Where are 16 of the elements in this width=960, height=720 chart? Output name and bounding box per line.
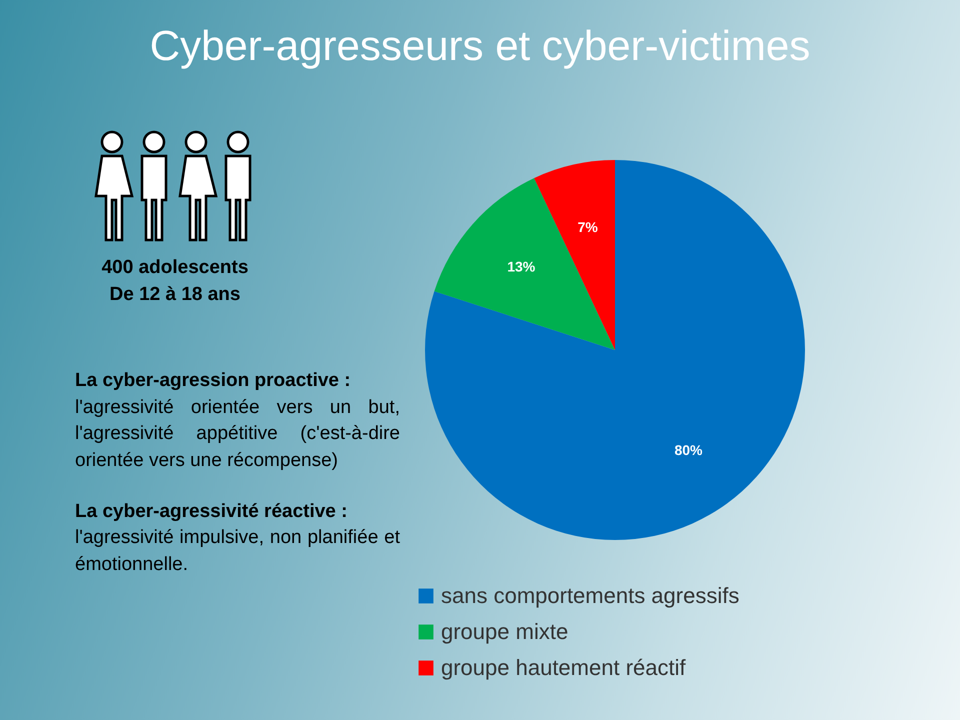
legend-label: groupe hautement réactif [441, 655, 686, 680]
text: 400 adolescents [100, 256, 250, 280]
text: La cyber-agression proactive : [75, 369, 352, 394]
data-label: 80% [674, 442, 704, 458]
pie-slice [425, 160, 805, 540]
pie-slice [434, 178, 615, 350]
data-label: 13% [507, 258, 536, 274]
data-label: 7% [578, 219, 598, 236]
pie-slice [534, 160, 615, 350]
legend-label: sans comportements agressifs [441, 583, 740, 608]
text: l'agressivité orientée vers un but, l'agressivité appétitive (c'est-à-dire orientée vers une récompense) [75, 396, 400, 473]
text: l'agressivité impulsive, non planifiée et émotionnelle. [75, 526, 400, 577]
legend-label: groupe mixte [441, 619, 568, 644]
chart-title: Cyber-agresseurs et cyber-victimes [148, 22, 812, 70]
text: La cyber-agressivité réactive : [75, 500, 348, 524]
text: De 12 à 18 ans [108, 282, 242, 307]
